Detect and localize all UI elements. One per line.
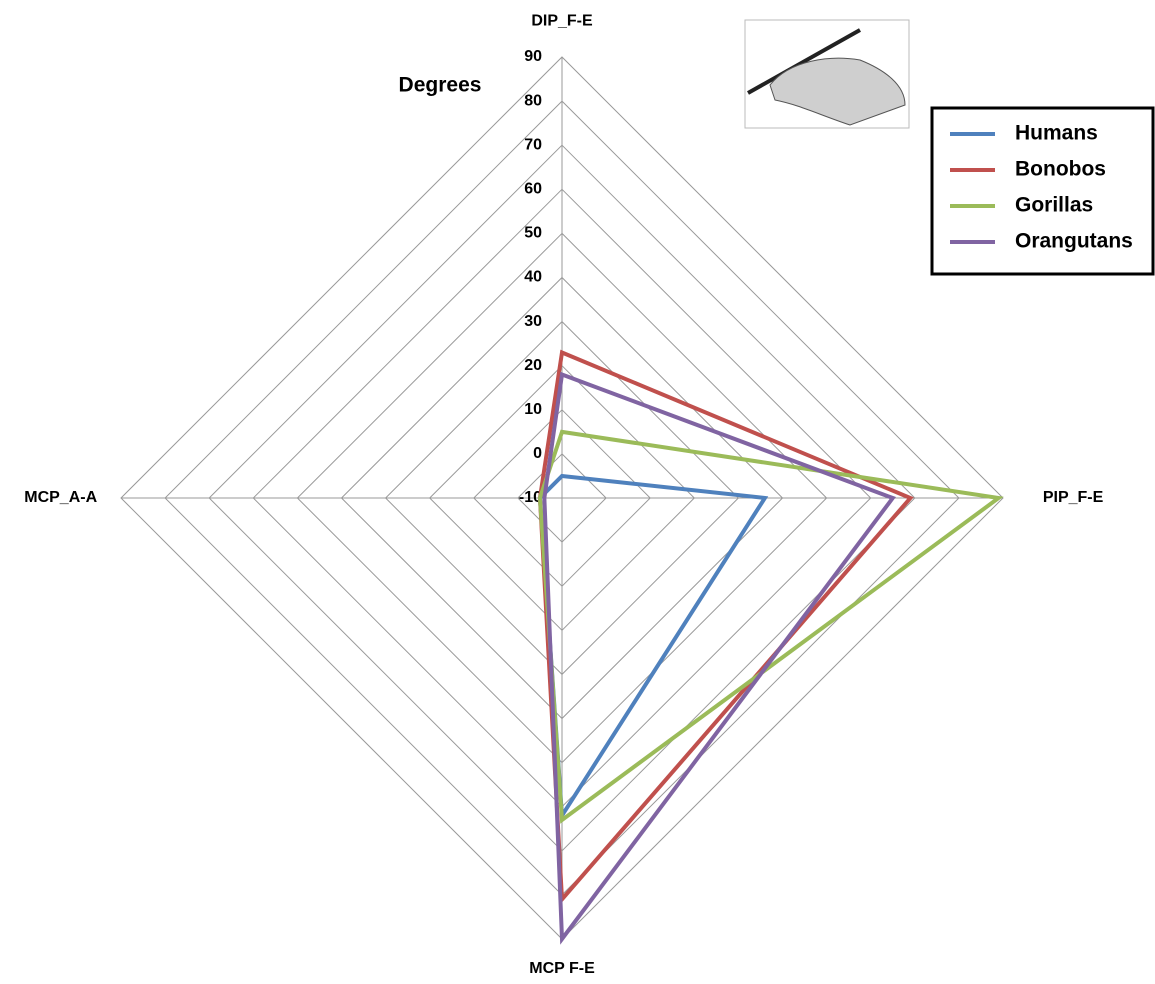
category-label: MCP F-E [529, 960, 595, 977]
y-tick-label: 10 [524, 401, 542, 418]
y-tick-label: 60 [524, 181, 542, 198]
legend-label: Gorillas [1015, 194, 1093, 217]
y-tick-label: 0 [533, 445, 542, 462]
series-line [542, 371, 896, 945]
category-label: DIP_F-E [531, 12, 593, 29]
hand-image [744, 19, 910, 129]
category-label: MCP_A-A [24, 489, 97, 506]
y-tick-label: 70 [524, 136, 542, 153]
y-tick-label: 20 [524, 357, 542, 374]
y-tick-label: 80 [524, 92, 542, 109]
legend-frame [930, 106, 1155, 276]
y-tick-label: -10 [519, 489, 542, 506]
legend: Humans Bonobos Gorillas Orangutans [930, 106, 1155, 276]
pen [747, 28, 861, 95]
grid [120, 56, 1004, 940]
legend-label: Bonobos [1015, 158, 1106, 181]
legend-label: Humans [1015, 122, 1098, 145]
legend-label: Orangutans [1015, 230, 1133, 253]
y-tick-label: 40 [524, 269, 542, 286]
category-label: PIP_F-E [1043, 489, 1104, 506]
hand [769, 57, 906, 126]
y-tick-label: 90 [524, 48, 542, 65]
y-tick-label: 30 [524, 313, 542, 330]
axis-label: Degrees [399, 74, 482, 97]
y-tick-label: 50 [524, 225, 542, 242]
